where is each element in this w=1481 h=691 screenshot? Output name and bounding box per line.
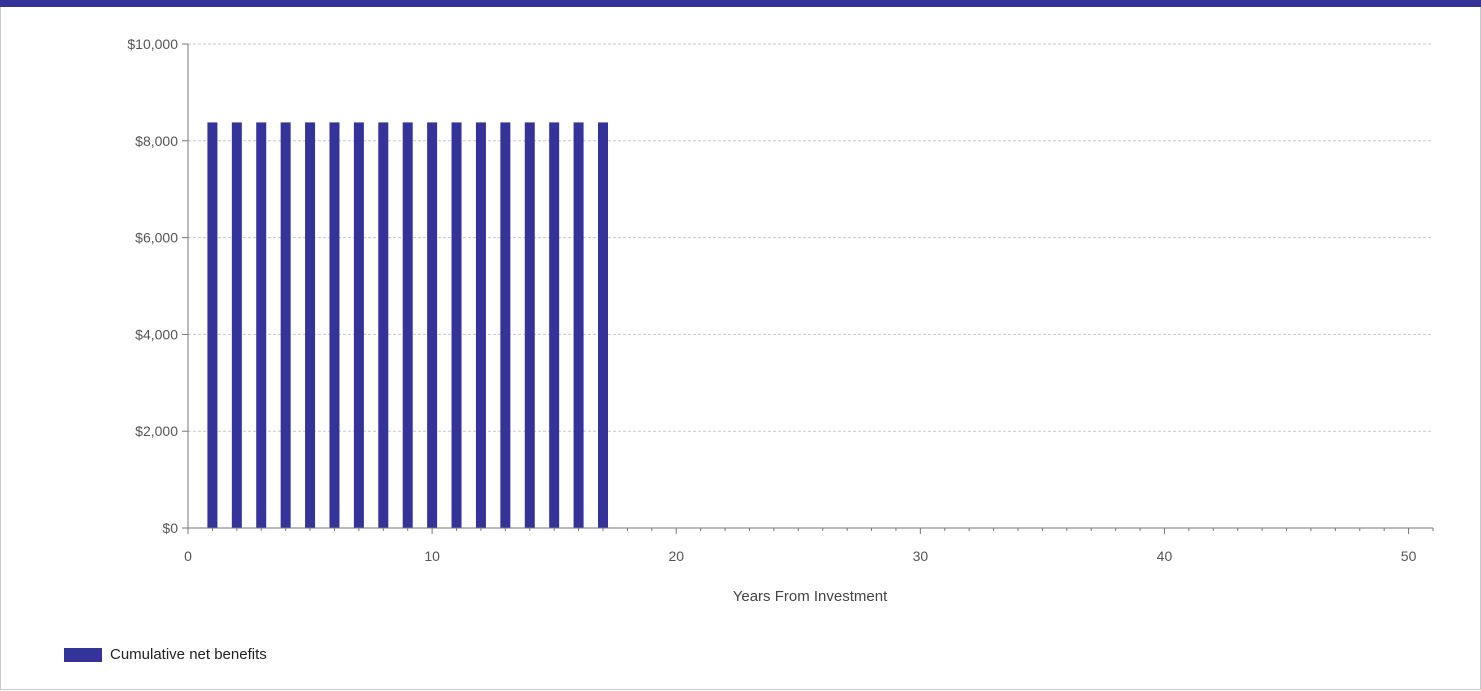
bar — [207, 122, 218, 529]
axes — [182, 43, 1434, 534]
legend[interactable]: Cumulative net benefits — [64, 646, 267, 663]
y-tick-label: $0 — [162, 520, 178, 536]
x-tick-label: 0 — [184, 548, 192, 564]
x-tick-label: 50 — [1401, 548, 1417, 564]
bar — [256, 122, 267, 529]
x-tick-label: 30 — [913, 548, 929, 564]
y-tick-label: $2,000 — [135, 423, 178, 439]
bar — [231, 122, 242, 529]
header-bar — [0, 0, 1481, 7]
bar — [451, 122, 462, 529]
y-tick-label: $8,000 — [135, 133, 178, 149]
bar — [329, 122, 340, 529]
bar — [573, 122, 584, 529]
bar — [549, 122, 560, 529]
x-tick-label: 20 — [668, 548, 684, 564]
legend-swatch — [64, 647, 102, 662]
y-tick-label: $4,000 — [135, 326, 178, 342]
legend-label: Cumulative net benefits — [110, 646, 267, 663]
bar — [353, 122, 364, 529]
y-tick-label: $6,000 — [135, 230, 178, 246]
grid-lines — [188, 43, 1433, 432]
bar — [598, 122, 608, 529]
bar — [402, 122, 413, 529]
bar — [500, 122, 511, 529]
bar — [280, 122, 291, 529]
bar — [427, 122, 438, 529]
x-axis-title: Years From Investment — [733, 588, 888, 605]
bar-series — [207, 122, 608, 529]
bar — [524, 122, 535, 529]
x-tick-label: 10 — [424, 548, 440, 564]
bar — [475, 122, 486, 529]
x-tick-label: 40 — [1157, 548, 1173, 564]
tick-labels: $0 $2,000 $4,000 $6,000 $8,000 $10,000 0 10 20 30… — [127, 36, 1416, 564]
bar — [378, 122, 389, 529]
y-tick-label: $10,000 — [127, 36, 178, 52]
bar — [305, 122, 316, 529]
